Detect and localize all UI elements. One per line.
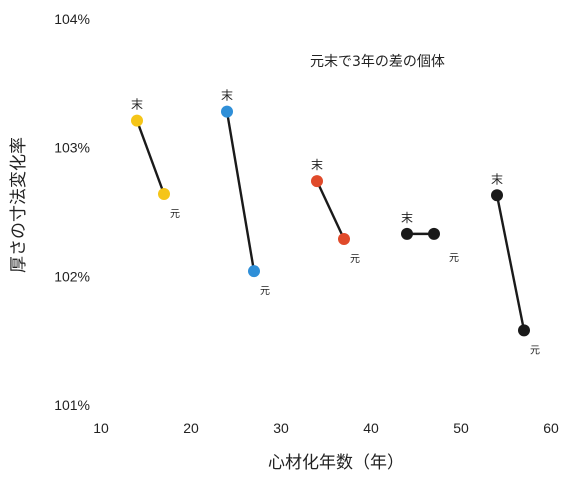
point-label-bottom: 元: [260, 286, 270, 297]
x-axis-ticks: 10 20 30 40 50 60: [93, 420, 559, 436]
y-tick-label: 103%: [54, 140, 90, 156]
point-label-bottom: 元: [530, 345, 540, 356]
x-tick-label: 50: [453, 420, 469, 436]
y-tick-label: 101%: [54, 397, 90, 413]
data-point-bottom: [338, 233, 350, 246]
x-tick-label: 60: [543, 420, 559, 436]
point-label-top: 末: [311, 158, 323, 172]
data-point-bottom: [158, 187, 170, 200]
y-axis-ticks: 101% 102% 103% 104%: [54, 11, 90, 413]
x-axis-label: 心材化年数（年）: [268, 453, 404, 473]
y-axis-label: 厚さの寸法変化率: [9, 137, 29, 273]
data-point-bottom: [428, 227, 440, 240]
x-tick-label: 10: [93, 420, 109, 436]
point-label-top: 末: [221, 89, 233, 103]
point-label-bottom: 元: [170, 209, 180, 220]
x-tick-label: 20: [183, 420, 199, 436]
x-tick-label: 40: [363, 420, 379, 436]
point-label-top: 末: [491, 172, 503, 186]
point-label-top: 末: [401, 211, 413, 225]
data-point-top: [491, 189, 503, 202]
data-point-top: [221, 105, 233, 118]
y-tick-label: 104%: [54, 11, 90, 27]
connector-line: [315, 180, 346, 240]
connector-line: [135, 120, 166, 195]
data-point-bottom: [518, 324, 530, 337]
data-point-top: [131, 114, 143, 127]
point-label-bottom: 元: [449, 253, 459, 264]
data-point-top: [311, 175, 323, 188]
y-tick-label: 102%: [54, 268, 90, 284]
point-label-top: 末: [131, 98, 143, 112]
connector-line: [495, 195, 526, 331]
x-tick-label: 30: [273, 420, 289, 436]
chart-annotation: 元末で3年の差の個体: [310, 54, 445, 70]
point-label-bottom: 元: [350, 254, 360, 265]
data-point-bottom: [248, 265, 260, 278]
data-point-top: [401, 227, 413, 240]
connector-line: [225, 111, 256, 272]
